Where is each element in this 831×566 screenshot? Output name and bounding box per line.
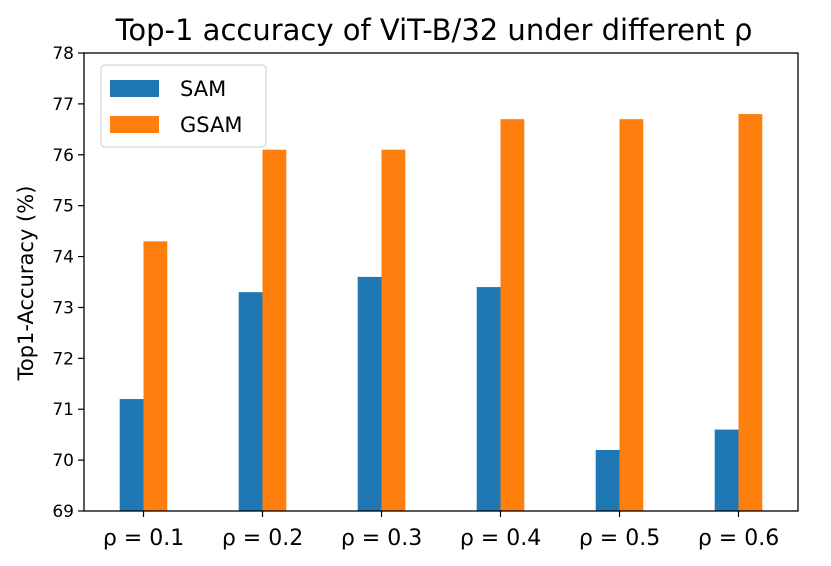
x-tick-label: ρ = 0.5	[579, 526, 660, 551]
x-tick-label: ρ = 0.3	[341, 526, 422, 551]
bar-sam-1	[119, 399, 144, 511]
x-tick-label: ρ = 0.1	[103, 526, 184, 551]
y-tick-label: 72	[52, 349, 74, 369]
bar-gsam-1	[143, 241, 168, 512]
bar-gsam-3	[381, 149, 406, 511]
y-tick-label: 74	[52, 248, 74, 268]
y-tick-label: 75	[52, 197, 74, 217]
bar-gsam-2	[262, 149, 287, 511]
bar-sam-5	[595, 449, 620, 511]
axis-ticks: 69 70 71 72 73 74 75 76 77 78 ρ = 0.1 ρ = 0.2 ρ = 0.…	[52, 44, 779, 551]
y-tick-label: 77	[52, 95, 74, 115]
y-axis-label: Top1-Accuracy (%)	[14, 186, 38, 382]
bar-sam-3	[357, 276, 382, 511]
bar-sam-6	[714, 429, 739, 511]
y-tick-label: 76	[52, 146, 74, 166]
bar-gsam-4	[500, 119, 525, 512]
bar-gsam-5	[619, 119, 644, 512]
legend-label-gsam: GSAM	[180, 113, 242, 137]
bar-sam-4	[476, 287, 501, 511]
bars	[119, 114, 763, 512]
x-tick-label: ρ = 0.4	[460, 526, 541, 551]
legend: SAM GSAM	[100, 64, 267, 148]
chart-title: Top-1 accuracy of ViT-B/32 under differe…	[115, 13, 753, 47]
plot-frame	[83, 52, 799, 512]
y-tick-label: 78	[52, 44, 74, 64]
legend-label-sam: SAM	[180, 77, 226, 101]
bar-sam-2	[238, 292, 263, 511]
y-tick-label: 69	[52, 502, 74, 522]
bar-gsam-6	[738, 114, 763, 512]
x-tick-label: ρ = 0.2	[222, 526, 303, 551]
y-tick-label: 71	[52, 400, 74, 420]
y-tick-label: 73	[52, 298, 74, 318]
legend-swatch-gsam	[110, 116, 159, 133]
legend-swatch-sam	[110, 80, 159, 97]
y-tick-label: 70	[52, 451, 74, 471]
x-tick-label: ρ = 0.6	[698, 526, 779, 551]
